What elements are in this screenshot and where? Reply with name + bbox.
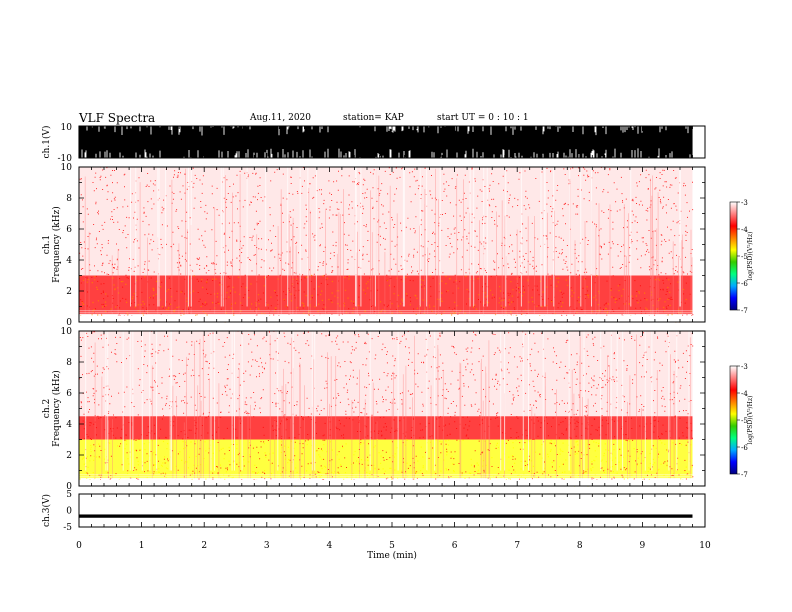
- ch3-waveform-x-ticks: [78, 494, 706, 527]
- station-label: station= KAP: [343, 113, 404, 123]
- ch1-spec-gaps: [130, 167, 681, 307]
- ch2-y-tick-label: 8: [66, 358, 72, 368]
- ch1-colorbar-tick-label: -4: [741, 226, 748, 234]
- x-tick-label: 7: [514, 541, 520, 551]
- ch1-colorbar-tick-label: -7: [741, 307, 748, 315]
- ch2-y-tick-label: 0: [66, 482, 72, 492]
- ch1-y-tick-label: 10: [61, 163, 73, 173]
- ch1-colorbar-label: log(PSD)(V²/Hz): [747, 232, 754, 281]
- x-axis-label: Time (min): [367, 550, 417, 561]
- ch1-waveform-x-ticks: [78, 126, 706, 158]
- ch1-colorbar-tick-label: -5: [741, 253, 748, 261]
- ch2-y-ticks: [79, 330, 705, 487]
- ch1-wave-y-tick-label: -10: [58, 154, 73, 164]
- ch2-spectrogram-panel: [79, 330, 705, 487]
- ch3-wave-y-axis-label: ch.3(V): [41, 494, 52, 527]
- ch1-waveform-panel: [78, 126, 693, 158]
- ch1-y-tick-label: 6: [66, 225, 72, 235]
- ch1-colorbar-tick-label: -3: [741, 199, 748, 207]
- ch2-colorbar-tick-label: -3: [741, 363, 748, 371]
- ch1-y-tick-label: 8: [66, 194, 72, 204]
- ch1-spectrogram-panel: [79, 166, 705, 323]
- ch2-colorbar-tick-label: -4: [741, 390, 748, 398]
- ch2-colorbar-tick-label: -7: [741, 471, 748, 479]
- ch3-waveform-panel: [79, 514, 693, 518]
- date-label: Aug.11, 2020: [250, 113, 311, 123]
- ch1-wave-y-tick-label: 10: [61, 123, 73, 133]
- ch3-wave-y-tick-label: 0: [66, 507, 72, 517]
- ch1-colorbar: [729, 201, 738, 311]
- ch1-y-tick-label: 4: [66, 256, 72, 266]
- x-tick-label: 3: [264, 541, 270, 551]
- ch2-spectrogram-x-ticks: [78, 331, 706, 486]
- x-tick-label: 8: [577, 541, 583, 551]
- ch2-y-tick-label: 10: [61, 327, 73, 337]
- ch2-y-tick-label: 4: [66, 420, 72, 430]
- ch1-wave-y-axis-label: ch.1(V): [41, 126, 52, 159]
- start-ut-label: start UT = 0 : 10 : 1: [437, 113, 529, 123]
- ch1-spec-band-0: [79, 275, 693, 315]
- ch2-y-axis-channel: ch.2: [42, 399, 52, 418]
- ch2-spec-gaps: [85, 331, 690, 471]
- ch1-y-tick-label: 2: [66, 287, 72, 297]
- x-tick-label: 4: [327, 541, 333, 551]
- colorbars: -3 -4 -5 -6 -7 log(PSD)(V²/Hz) -3 -4 -5 -6 -7 log(P…: [729, 199, 754, 479]
- ch1-colorbar-tick-label: -6: [741, 280, 748, 288]
- ch2-y-tick-label: 6: [66, 389, 72, 399]
- ch2-spec-speckle: [79, 330, 694, 487]
- x-tick-label: 5: [389, 541, 395, 551]
- x-tick-label: 9: [640, 541, 646, 551]
- x-tick-label: 2: [201, 541, 207, 551]
- ch2-spec-band-2: [79, 331, 693, 417]
- x-tick-label: 1: [139, 541, 145, 551]
- ch1-spectrogram-x-ticks: [78, 167, 706, 322]
- ch2-colorbar-label: log(PSD)(V²/Hz): [747, 396, 754, 445]
- ch2-y-axis-label: Frequency (kHz): [51, 370, 62, 447]
- figure-title: VLF Spectra: [79, 111, 156, 125]
- ch1-spec-band-1: [79, 167, 693, 276]
- ch2-y-tick-label: 2: [66, 451, 72, 461]
- ch3-wave-y-tick-label: 5: [66, 490, 72, 500]
- ch1-y-tick-label: 0: [66, 318, 72, 328]
- ch3-wave-y-tick-label: -5: [63, 523, 72, 533]
- ch1-y-axis-channel: ch.1: [42, 235, 52, 254]
- ch2-colorbar-tick-label: -5: [741, 417, 748, 425]
- ch1-waveform-trace: [78, 126, 693, 158]
- ch1-y-axis-label: Frequency (kHz): [51, 206, 62, 283]
- x-tick-label: 0: [76, 541, 82, 551]
- ch1-y-ticks: [79, 166, 705, 323]
- x-tick-label: 6: [452, 541, 458, 551]
- ch2-spec-streaks: [94, 334, 691, 479]
- ch2-colorbar: [729, 365, 738, 475]
- x-tick-label: 10: [699, 541, 711, 551]
- ch3-waveform-trace: [79, 514, 693, 518]
- ch2-colorbar-tick-label: -6: [741, 444, 748, 452]
